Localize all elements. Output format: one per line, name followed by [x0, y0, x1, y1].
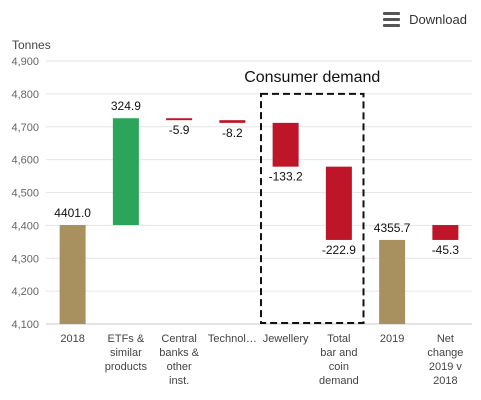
x-category-label: Central banks & other inst. [159, 333, 199, 387]
y-tick-label: 4,500 [11, 188, 39, 200]
y-tick-label: 4,300 [11, 253, 39, 265]
data-label: -133.2 [269, 170, 303, 184]
consumer-demand-label: Consumer demand [244, 69, 380, 86]
bar-decrease [432, 225, 459, 240]
y-axis-unit-label: Tonnes [12, 38, 51, 52]
y-tick-label: 4,800 [11, 89, 39, 101]
hamburger-menu-icon [383, 12, 401, 27]
y-tick-label: 4,900 [11, 56, 39, 68]
x-category-label: Net change 2019 v 2018 [427, 333, 463, 387]
data-label: -8.2 [222, 126, 243, 140]
bar-increase [112, 118, 139, 226]
bar-decrease [272, 122, 299, 167]
y-tick-label: 4,700 [11, 122, 39, 134]
bar-decrease [219, 120, 246, 123]
download-button[interactable]: Download [383, 12, 467, 27]
x-category-label: ETFs & similar products [105, 333, 148, 373]
x-category-label: 2018 [60, 333, 84, 345]
x-category-label: Technol… [208, 333, 257, 345]
bar-total [59, 225, 86, 324]
bar-decrease [166, 118, 193, 121]
y-tick-label: 4,100 [11, 319, 39, 331]
bars [59, 118, 459, 324]
data-label: -5.9 [169, 123, 190, 137]
x-category-label: Jewellery [263, 333, 309, 345]
data-label: -222.9 [322, 243, 356, 257]
y-tick-label: 4,400 [11, 220, 39, 232]
data-labels: 4401.0 324.9 -5.9 -8.2 -133.2 -222.9 4355.7 -45… [54, 99, 459, 257]
data-label: 4355.7 [374, 221, 411, 235]
x-category-label: Total bar and coin demand [319, 333, 359, 387]
data-label: -45.3 [432, 243, 460, 257]
bar-total [379, 239, 406, 324]
x-axis-categories: 2018 ETFs & similar products Central banks & o… [60, 333, 463, 387]
bar-decrease [325, 166, 352, 240]
annotations: Consumer demand [244, 69, 380, 324]
y-axis-ticks: 4,100 4,200 4,300 4,400 4,500 4,600 4,700 4,800… [11, 56, 39, 331]
data-label: 4401.0 [54, 206, 91, 220]
y-tick-label: 4,200 [11, 286, 39, 298]
download-label: Download [409, 12, 467, 27]
x-category-label: 2019 [380, 333, 404, 345]
data-label: 324.9 [111, 99, 141, 113]
y-tick-label: 4,600 [11, 155, 39, 167]
